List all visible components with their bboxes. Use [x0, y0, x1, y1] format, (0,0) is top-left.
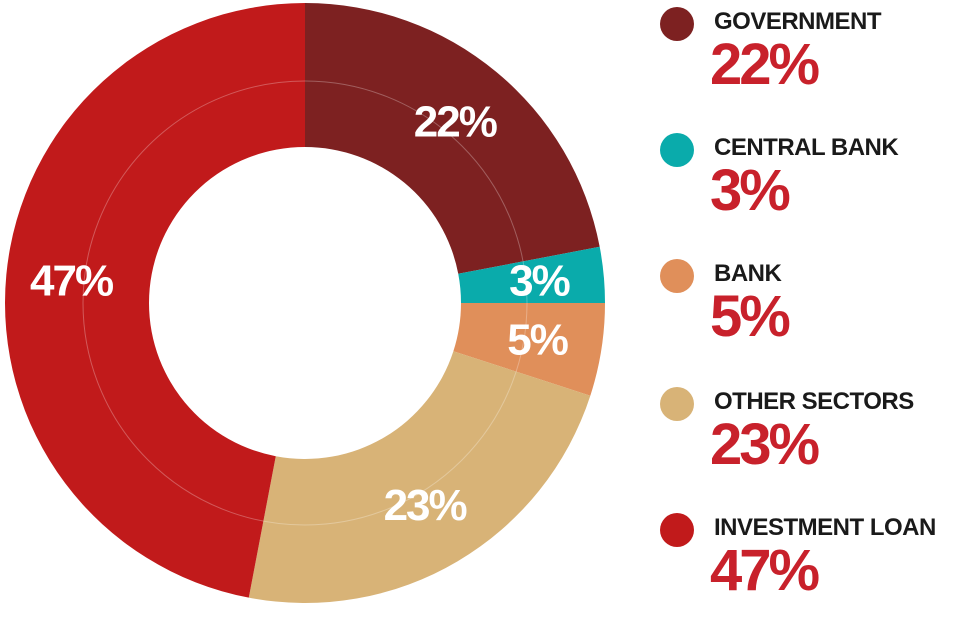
legend-label-bank: BANK — [714, 260, 782, 287]
slice-central-bank — [458, 246, 605, 303]
legend-swatch-bank — [660, 259, 694, 293]
slice-labels: 22% 3% 5% 23% 47% — [30, 97, 572, 530]
legend-value-investment-loan: 47% — [710, 538, 820, 603]
legend-swatch-other-sectors — [660, 387, 694, 421]
slice-bank — [453, 303, 605, 396]
legend-value-government: 22% — [710, 32, 820, 97]
legend-item-government: GOVERNMENT 22% — [660, 4, 960, 124]
inner-guide-ring — [82, 80, 528, 526]
slice-label-other-sectors: 23% — [384, 481, 467, 530]
slice-government — [305, 3, 600, 274]
legend-item-bank: BANK 5% — [660, 256, 960, 376]
slice-investment-loan — [4, 3, 305, 598]
legend-value-central-bank: 3% — [710, 158, 791, 223]
legend: GOVERNMENT 22% CENTRAL BANK 3% BANK 5% O… — [660, 0, 960, 607]
slice-other-sectors — [248, 351, 591, 603]
slice-label-investment-loan: 47% — [30, 256, 113, 305]
donut-chart: 22% 3% 5% 23% 47% — [4, 3, 605, 603]
legend-label-other-sectors: OTHER SECTORS — [714, 388, 914, 415]
legend-swatch-investment-loan — [660, 513, 694, 547]
legend-value-other-sectors: 23% — [710, 412, 820, 477]
legend-item-central-bank: CENTRAL BANK 3% — [660, 130, 960, 250]
legend-item-other-sectors: OTHER SECTORS 23% — [660, 384, 960, 504]
donut-slices — [4, 3, 605, 603]
legend-label-investment-loan: INVESTMENT LOAN — [714, 514, 936, 541]
legend-label-government: GOVERNMENT — [714, 8, 882, 35]
legend-swatch-central-bank — [660, 133, 694, 167]
legend-label-central-bank: CENTRAL BANK — [714, 134, 899, 161]
legend-swatch-government — [660, 7, 694, 41]
slice-label-bank: 5% — [507, 315, 567, 364]
slice-label-government: 22% — [414, 97, 497, 146]
legend-value-bank: 5% — [710, 284, 791, 349]
legend-item-investment-loan: INVESTMENT LOAN 47% — [660, 510, 960, 630]
slice-label-central-bank: 3% — [509, 256, 569, 305]
